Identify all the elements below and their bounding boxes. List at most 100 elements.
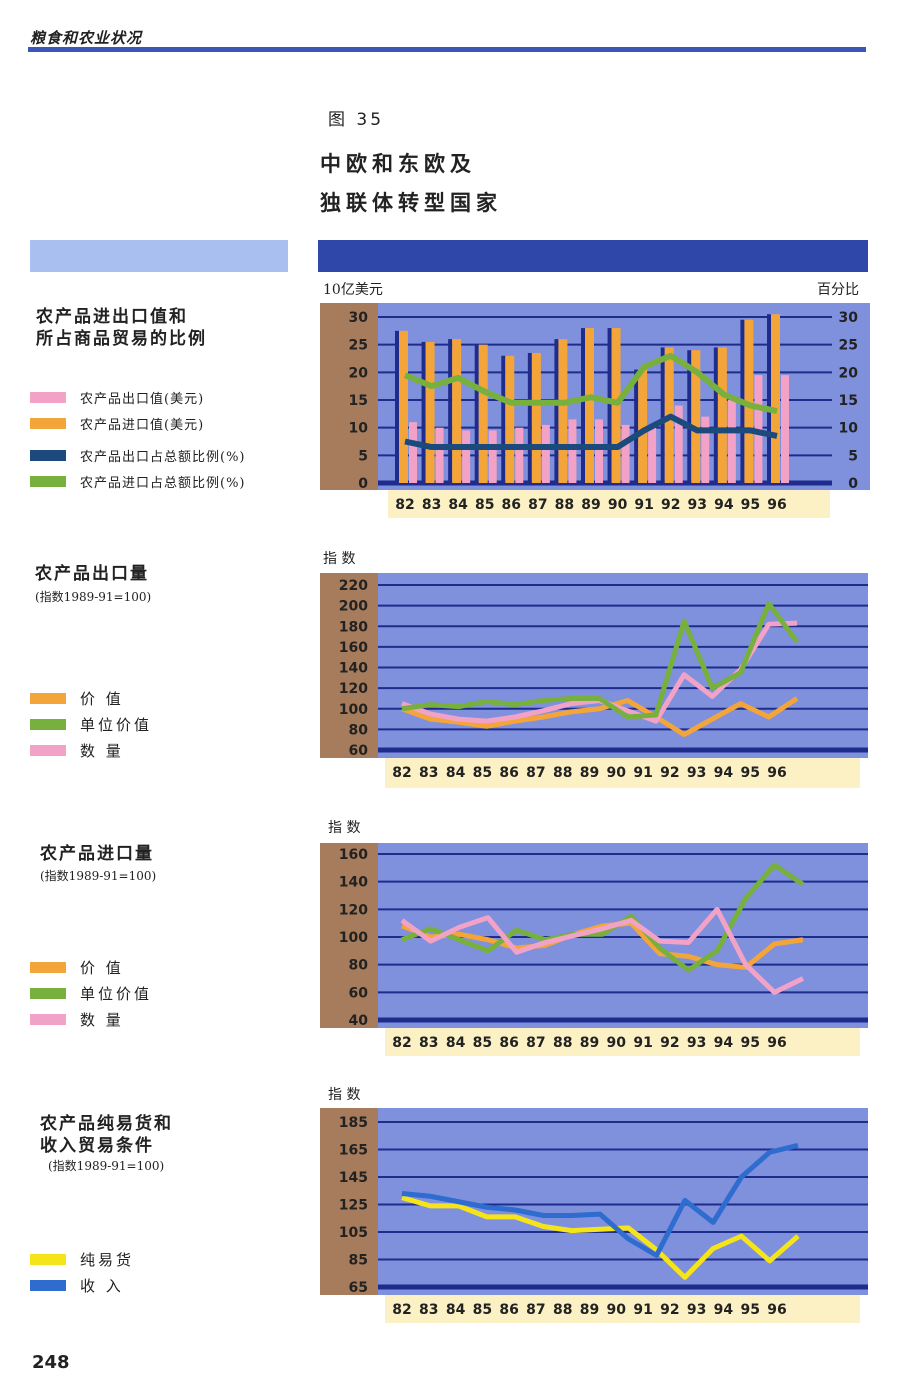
bar-export	[727, 400, 736, 483]
legend-label: 价 值	[80, 958, 124, 977]
x-tick-label: 94	[714, 1302, 734, 1318]
x-label-band	[385, 1028, 860, 1056]
panel1-title-line1: 农产品进出口值和	[36, 307, 188, 327]
legend-item: 农产品进口值(美元)	[30, 410, 246, 436]
x-tick-label: 95	[741, 497, 760, 513]
x-tick-label: 91	[634, 497, 653, 513]
y-tick-label-right: 15	[839, 393, 858, 409]
figure-title-line1: 中欧和东欧及	[320, 151, 476, 176]
plot-area	[378, 573, 868, 758]
x-tick-label: 90	[608, 497, 628, 513]
legend-swatch	[30, 1013, 66, 1025]
x-tick-label: 94	[714, 765, 734, 781]
x-tick-label: 95	[740, 1035, 759, 1051]
y-tick-label: 65	[349, 1280, 368, 1296]
bar-export	[648, 427, 657, 483]
legend-item: 单位价值	[30, 711, 152, 737]
x-tick-label: 82	[392, 1035, 411, 1051]
x-tick-label: 93	[687, 1302, 706, 1318]
panel2-title: 农产品出口量	[35, 564, 149, 584]
panel4-subtitle: (指数1989-91=100)	[48, 1159, 165, 1173]
legend-item: 价 值	[30, 954, 152, 980]
x-tick-label: 85	[473, 765, 492, 781]
x-tick-label: 96	[767, 765, 786, 781]
y-tick-label: 100	[339, 702, 368, 718]
y-tick-label-right: 20	[839, 365, 859, 381]
page-number: 248	[32, 1352, 70, 1373]
legend-label: 农产品进口值(美元)	[80, 417, 205, 433]
y-tick-label-right: 5	[848, 448, 858, 464]
bar-import	[585, 328, 594, 483]
bar-import	[638, 369, 648, 483]
y-tick-label: 40	[349, 1013, 369, 1029]
bar-export	[781, 375, 789, 483]
legend-item: 数 量	[30, 737, 152, 763]
y-tick-label: 185	[339, 1115, 368, 1131]
y-tick-label: 125	[339, 1198, 368, 1214]
x-tick-label: 91	[633, 1302, 652, 1318]
x-label-band	[385, 758, 860, 788]
y-tick-label: 100	[339, 930, 368, 946]
x-tick-label: 85	[475, 497, 494, 513]
x-tick-label: 94	[714, 497, 734, 513]
y-tick-label: 220	[339, 578, 368, 594]
legend-swatch	[30, 1253, 66, 1265]
x-tick-label: 90	[607, 765, 627, 781]
y-tick-label: 0	[358, 476, 368, 492]
x-tick-label: 92	[661, 497, 680, 513]
x-tick-label: 84	[446, 1302, 466, 1318]
bar-import	[425, 341, 435, 483]
x-tick-label: 93	[688, 497, 707, 513]
legend-label: 单位价值	[80, 715, 153, 734]
x-tick-label: 88	[555, 497, 574, 513]
x-tick-label: 86	[499, 1035, 518, 1051]
chart3-svg: 40 60 80 100 120 140 160 82 83 84 85 86 87 88 89 90 91 92…	[320, 843, 868, 1056]
legend-label: 单位价值	[80, 984, 153, 1003]
figure-number: 图 35	[328, 110, 385, 130]
x-tick-label: 88	[553, 765, 572, 781]
x-tick-label: 83	[419, 765, 438, 781]
x-tick-label: 82	[392, 765, 411, 781]
bar-shadow	[395, 330, 399, 483]
bar-export	[674, 405, 683, 483]
x-tick-label: 92	[660, 1302, 679, 1318]
y-axis-panel	[320, 303, 378, 490]
chart2-svg: 60 80 100 120 140 160 180 200 220 82 83 84 85 86 87 88 8…	[320, 573, 868, 788]
y-tick-label-right: 0	[848, 476, 858, 492]
legend-swatch	[30, 692, 66, 704]
y-tick-label: 165	[339, 1143, 368, 1159]
bar-shadow	[501, 355, 506, 483]
bar-export	[435, 427, 444, 483]
x-tick-label: 92	[660, 1035, 679, 1051]
bar-shadow	[634, 369, 639, 483]
y-tick-label: 20	[349, 365, 369, 381]
x-label-band	[385, 1295, 860, 1323]
panel1-title-line2: 所占商品贸易的比例	[36, 329, 207, 349]
bar-export	[515, 427, 524, 483]
bar-shadow	[527, 352, 532, 483]
y-tick-label: 140	[339, 875, 368, 891]
bar-export	[621, 424, 630, 483]
y-tick-label: 120	[339, 902, 368, 918]
legend-label: 收 入	[80, 1276, 124, 1295]
x-tick-label: 84	[446, 1035, 466, 1051]
chart1-right-unit: 百分比	[817, 282, 859, 298]
chart1-left-unit: 10亿美元	[323, 282, 383, 298]
x-tick-label: 83	[419, 1035, 438, 1051]
legend-swatch	[30, 417, 66, 429]
legend-item: 纯易货	[30, 1246, 134, 1272]
x-tick-label: 90	[607, 1302, 627, 1318]
legend-swatch	[30, 961, 66, 973]
x-tick-label: 87	[526, 1302, 545, 1318]
decor-bar-light	[30, 240, 288, 272]
y-tick-label: 105	[339, 1225, 368, 1241]
legend-item: 收 入	[30, 1272, 134, 1298]
x-tick-label: 91	[633, 765, 652, 781]
x-tick-label: 82	[392, 1302, 411, 1318]
y-axis-panel	[320, 573, 378, 758]
y-tick-label: 180	[339, 619, 368, 635]
x-tick-label: 85	[473, 1302, 492, 1318]
bar-export	[409, 422, 417, 483]
legend-label: 数 量	[80, 1010, 124, 1029]
